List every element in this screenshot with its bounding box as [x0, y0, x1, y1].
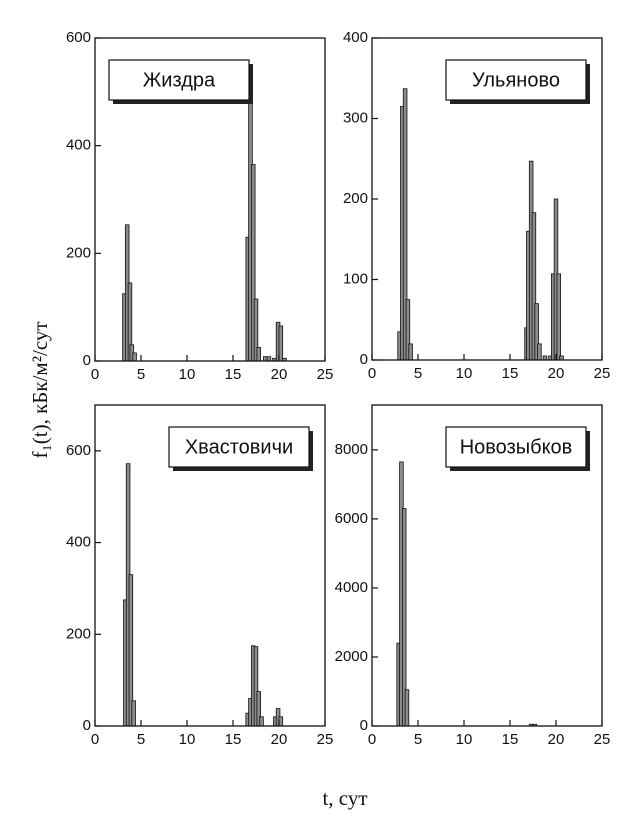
- x-tick-label: 10: [456, 731, 473, 748]
- bar: [404, 689, 410, 727]
- bar: [537, 343, 542, 361]
- bar: [408, 343, 413, 361]
- panel: 0 5 10 15 20 25 0 100 200 300 400 Ульяново: [343, 29, 610, 382]
- panel-title: Новозыбков: [460, 436, 573, 458]
- panel: 0 5 10 15 20 25 0 200 400 600 Жиздра: [66, 29, 333, 383]
- panel-title: Ульяново: [472, 69, 560, 91]
- bar: [556, 273, 561, 361]
- x-tick-label: 20: [548, 731, 565, 748]
- bar: [256, 347, 262, 362]
- panel-title: Жиздра: [143, 69, 216, 91]
- x-tick-label: 20: [271, 366, 288, 383]
- y-tick-label: 2000: [335, 648, 368, 665]
- x-tick-label: 5: [414, 365, 422, 382]
- x-tick-label: 10: [179, 731, 196, 748]
- y-tick-label: 0: [83, 717, 91, 734]
- y-tick-label: 600: [66, 442, 91, 459]
- plot-frame: [94, 404, 326, 727]
- y-tick-label: 200: [66, 625, 91, 642]
- x-tick-label: 20: [271, 731, 288, 748]
- y-tick-label: 0: [360, 717, 368, 734]
- x-tick-label: 15: [502, 365, 519, 382]
- label-box: [445, 59, 587, 101]
- x-tick-label: 10: [179, 366, 196, 383]
- y-tick-label: 400: [66, 534, 91, 551]
- x-tick-label: 0: [368, 365, 376, 382]
- y-tick-label: 4000: [335, 579, 368, 596]
- x-tick-label: 15: [225, 366, 242, 383]
- y-tick-label: 300: [343, 109, 368, 126]
- y-tick-label: 200: [66, 244, 91, 261]
- y-tick-label: 8000: [335, 441, 368, 458]
- x-tick-label: 0: [368, 731, 376, 748]
- y-tick-label: 200: [343, 190, 368, 207]
- y-tick-label: 0: [83, 352, 91, 369]
- x-tick-label: 20: [548, 365, 565, 382]
- panel-title: Хвастовичи: [185, 436, 293, 458]
- y-tick-label: 100: [343, 270, 368, 287]
- x-tick-label: 15: [502, 731, 519, 748]
- y-tick-label: 400: [66, 137, 91, 154]
- bar: [132, 352, 137, 362]
- x-tick-label: 25: [317, 731, 334, 748]
- x-tick-label: 25: [594, 365, 611, 382]
- bar: [259, 716, 264, 727]
- x-tick-label: 15: [225, 731, 242, 748]
- x-tick-label: 0: [91, 731, 99, 748]
- label-box: [168, 426, 310, 468]
- x-tick-label: 25: [317, 366, 334, 383]
- x-tick-label: 5: [414, 731, 422, 748]
- x-tick-label: 0: [91, 366, 99, 383]
- plot-frame: [94, 37, 326, 362]
- panel: 0 5 10 15 20 25 0 2000 4000 6000 8000 Новозыбков: [335, 404, 611, 748]
- y-tick-label: 0: [360, 351, 368, 368]
- bar: [131, 700, 136, 727]
- x-tick-label: 25: [594, 731, 611, 748]
- y-axis-label: f₁(t), кБк/м²/сут: [28, 321, 52, 458]
- panel: 0 5 10 15 20 25 0 200 400 600 Хвастовичи: [66, 404, 334, 748]
- x-tick-label: 5: [137, 731, 145, 748]
- y-tick-label: 600: [66, 29, 91, 46]
- x-tick-label: 5: [137, 366, 145, 383]
- y-tick-label: 6000: [335, 510, 368, 527]
- label-box: [445, 426, 587, 468]
- plot-frame: [371, 404, 603, 727]
- y-tick-label: 400: [343, 29, 368, 46]
- x-axis-label: t, сут: [322, 786, 367, 810]
- x-tick-label: 10: [456, 365, 473, 382]
- label-box: [108, 59, 250, 101]
